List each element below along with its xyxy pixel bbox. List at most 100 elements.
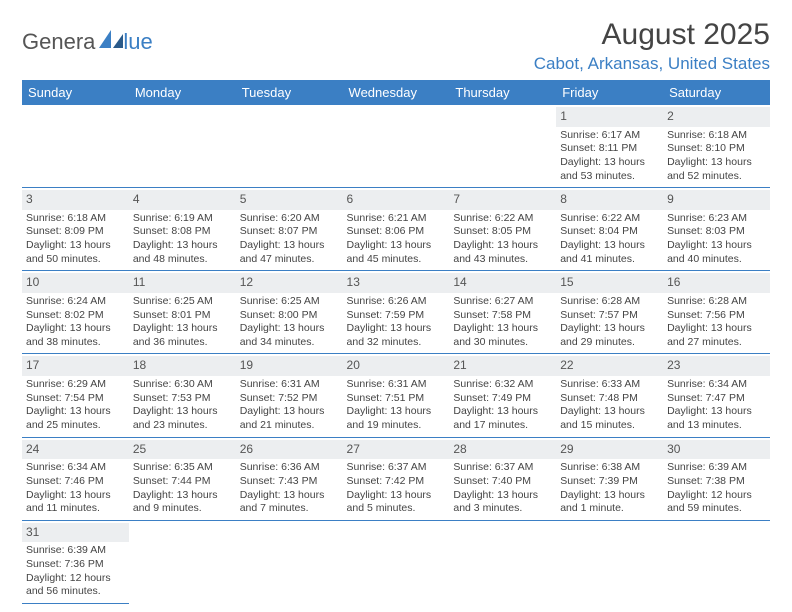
day-number: 3 (22, 190, 129, 210)
calendar-cell (236, 520, 343, 603)
logo-text-blue: lue (123, 29, 152, 55)
title-block: August 2025 Cabot, Arkansas, United Stat… (534, 18, 770, 74)
month-title: August 2025 (534, 18, 770, 52)
day-info-line: Daylight: 13 hours and 34 minutes. (240, 322, 339, 349)
calendar-cell: 14Sunrise: 6:27 AMSunset: 7:58 PMDayligh… (449, 271, 556, 354)
day-info-line: Sunrise: 6:22 AM (560, 212, 659, 226)
calendar-cell: 13Sunrise: 6:26 AMSunset: 7:59 PMDayligh… (343, 271, 450, 354)
day-info-line: Daylight: 13 hours and 43 minutes. (453, 239, 552, 266)
day-info-line: Sunrise: 6:28 AM (667, 295, 766, 309)
day-info-line: Daylight: 13 hours and 13 minutes. (667, 405, 766, 432)
day-number: 13 (343, 273, 450, 293)
day-info-line: Daylight: 13 hours and 30 minutes. (453, 322, 552, 349)
calendar-cell: 21Sunrise: 6:32 AMSunset: 7:49 PMDayligh… (449, 354, 556, 437)
day-info-line: Sunrise: 6:33 AM (560, 378, 659, 392)
day-info-line: Sunrise: 6:39 AM (667, 461, 766, 475)
day-info-line: Sunset: 7:56 PM (667, 309, 766, 323)
day-number: 17 (22, 356, 129, 376)
day-number: 25 (129, 440, 236, 460)
weekday-header: Sunday (22, 80, 129, 105)
day-info-line: Sunrise: 6:36 AM (240, 461, 339, 475)
day-number: 30 (663, 440, 770, 460)
day-info-line: Sunrise: 6:18 AM (667, 129, 766, 143)
calendar-cell: 23Sunrise: 6:34 AMSunset: 7:47 PMDayligh… (663, 354, 770, 437)
day-info-line: Sunset: 7:39 PM (560, 475, 659, 489)
calendar-cell (556, 520, 663, 603)
day-info-line: Sunset: 7:49 PM (453, 392, 552, 406)
day-number: 14 (449, 273, 556, 293)
day-info-line: Sunrise: 6:38 AM (560, 461, 659, 475)
day-info-line: Daylight: 12 hours and 59 minutes. (667, 489, 766, 516)
calendar-cell: 6Sunrise: 6:21 AMSunset: 8:06 PMDaylight… (343, 188, 450, 271)
day-info-line: Daylight: 13 hours and 9 minutes. (133, 489, 232, 516)
day-info-line: Sunset: 7:36 PM (26, 558, 125, 572)
calendar-cell: 29Sunrise: 6:38 AMSunset: 7:39 PMDayligh… (556, 437, 663, 520)
day-info-line: Sunset: 8:06 PM (347, 225, 446, 239)
calendar-cell: 11Sunrise: 6:25 AMSunset: 8:01 PMDayligh… (129, 271, 236, 354)
day-number: 16 (663, 273, 770, 293)
calendar-cell: 10Sunrise: 6:24 AMSunset: 8:02 PMDayligh… (22, 271, 129, 354)
day-info-line: Sunrise: 6:26 AM (347, 295, 446, 309)
day-info-line: Daylight: 13 hours and 21 minutes. (240, 405, 339, 432)
day-info-line: Sunrise: 6:19 AM (133, 212, 232, 226)
calendar-cell: 2Sunrise: 6:18 AMSunset: 8:10 PMDaylight… (663, 105, 770, 188)
calendar-cell: 3Sunrise: 6:18 AMSunset: 8:09 PMDaylight… (22, 188, 129, 271)
day-info-line: Sunrise: 6:31 AM (240, 378, 339, 392)
day-info-line: Daylight: 13 hours and 19 minutes. (347, 405, 446, 432)
day-info-line: Daylight: 13 hours and 53 minutes. (560, 156, 659, 183)
day-info-line: Sunrise: 6:17 AM (560, 129, 659, 143)
day-number: 8 (556, 190, 663, 210)
day-info-line: Sunrise: 6:21 AM (347, 212, 446, 226)
day-number: 10 (22, 273, 129, 293)
calendar-cell: 19Sunrise: 6:31 AMSunset: 7:52 PMDayligh… (236, 354, 343, 437)
day-info-line: Daylight: 13 hours and 25 minutes. (26, 405, 125, 432)
day-info-line: Sunset: 8:02 PM (26, 309, 125, 323)
weekday-header: Tuesday (236, 80, 343, 105)
day-number: 7 (449, 190, 556, 210)
day-number: 12 (236, 273, 343, 293)
day-info-line: Sunrise: 6:37 AM (453, 461, 552, 475)
day-info-line: Sunrise: 6:29 AM (26, 378, 125, 392)
weekday-header: Friday (556, 80, 663, 105)
calendar-cell: 8Sunrise: 6:22 AMSunset: 8:04 PMDaylight… (556, 188, 663, 271)
day-info-line: Sunrise: 6:25 AM (133, 295, 232, 309)
day-info-line: Daylight: 13 hours and 3 minutes. (453, 489, 552, 516)
calendar-cell: 25Sunrise: 6:35 AMSunset: 7:44 PMDayligh… (129, 437, 236, 520)
day-info-line: Sunset: 7:44 PM (133, 475, 232, 489)
day-info-line: Daylight: 12 hours and 56 minutes. (26, 572, 125, 599)
day-info-line: Sunset: 8:10 PM (667, 142, 766, 156)
logo-sail-icon (97, 28, 125, 55)
day-info-line: Sunset: 7:51 PM (347, 392, 446, 406)
day-info-line: Sunset: 8:08 PM (133, 225, 232, 239)
day-number: 23 (663, 356, 770, 376)
day-info-line: Sunset: 7:59 PM (347, 309, 446, 323)
calendar-cell (449, 520, 556, 603)
day-info-line: Sunrise: 6:30 AM (133, 378, 232, 392)
day-number: 20 (343, 356, 450, 376)
day-info-line: Daylight: 13 hours and 23 minutes. (133, 405, 232, 432)
calendar-header-row: SundayMondayTuesdayWednesdayThursdayFrid… (22, 80, 770, 105)
calendar-cell: 27Sunrise: 6:37 AMSunset: 7:42 PMDayligh… (343, 437, 450, 520)
calendar-cell: 26Sunrise: 6:36 AMSunset: 7:43 PMDayligh… (236, 437, 343, 520)
day-info-line: Sunset: 7:40 PM (453, 475, 552, 489)
day-info-line: Daylight: 13 hours and 27 minutes. (667, 322, 766, 349)
day-number: 28 (449, 440, 556, 460)
day-number: 24 (22, 440, 129, 460)
day-info-line: Daylight: 13 hours and 45 minutes. (347, 239, 446, 266)
day-info-line: Sunrise: 6:31 AM (347, 378, 446, 392)
day-info-line: Daylight: 13 hours and 1 minute. (560, 489, 659, 516)
day-info-line: Sunset: 7:42 PM (347, 475, 446, 489)
day-info-line: Sunset: 7:43 PM (240, 475, 339, 489)
day-info-line: Daylight: 13 hours and 11 minutes. (26, 489, 125, 516)
day-info-line: Sunrise: 6:27 AM (453, 295, 552, 309)
day-number: 27 (343, 440, 450, 460)
weekday-header: Thursday (449, 80, 556, 105)
day-info-line: Sunrise: 6:24 AM (26, 295, 125, 309)
day-info-line: Sunrise: 6:25 AM (240, 295, 339, 309)
calendar-cell: 22Sunrise: 6:33 AMSunset: 7:48 PMDayligh… (556, 354, 663, 437)
day-info-line: Sunrise: 6:20 AM (240, 212, 339, 226)
day-info-line: Sunrise: 6:32 AM (453, 378, 552, 392)
day-number: 21 (449, 356, 556, 376)
calendar-cell (22, 105, 129, 188)
day-info-line: Daylight: 13 hours and 48 minutes. (133, 239, 232, 266)
